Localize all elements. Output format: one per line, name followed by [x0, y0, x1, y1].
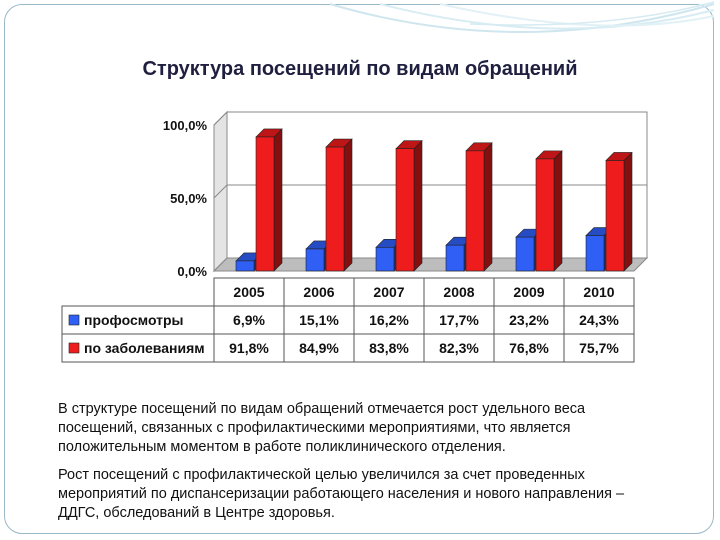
table-row — [61, 333, 635, 363]
bar — [375, 247, 395, 272]
bar — [395, 148, 415, 272]
data-label: 84,9% — [299, 340, 339, 356]
data-label: 91,8% — [229, 340, 269, 356]
bar — [235, 260, 255, 272]
data-label: 16,2% — [369, 312, 409, 328]
slide-frame — [4, 4, 714, 534]
data-label: 17,7% — [439, 312, 479, 328]
legend-label: по заболеваниям — [84, 340, 205, 356]
legend-swatch — [68, 314, 80, 326]
paragraph-2: Рост посещений с профилактической целью … — [58, 467, 625, 521]
bar — [515, 236, 535, 272]
y-tick-label: 50,0% — [170, 191, 207, 206]
bar — [585, 235, 605, 272]
x-category-label: 2005 — [233, 284, 264, 300]
data-label: 83,8% — [369, 340, 409, 356]
bar-side — [273, 128, 283, 272]
bar — [445, 244, 465, 272]
x-category-label: 2010 — [583, 284, 614, 300]
data-label: 24,3% — [579, 312, 619, 328]
gridline — [213, 184, 647, 199]
y-tick-label: 0,0% — [177, 264, 207, 279]
x-category-label: 2007 — [373, 284, 404, 300]
bar-side — [343, 138, 353, 272]
legend-swatch — [68, 342, 80, 354]
bar-side — [553, 150, 563, 272]
legend-label: профосмотры — [84, 312, 184, 328]
paragraph-1: В структуре посещений по видам обращений… — [58, 401, 586, 455]
bar — [325, 146, 345, 272]
data-label: 6,9% — [233, 312, 265, 328]
bar — [255, 136, 275, 272]
bar — [465, 150, 485, 272]
data-label: 82,3% — [439, 340, 479, 356]
x-category-label: 2006 — [303, 284, 334, 300]
x-category-label: 2009 — [513, 284, 544, 300]
data-label: 23,2% — [509, 312, 549, 328]
bar — [535, 158, 555, 272]
data-label: 76,8% — [509, 340, 549, 356]
data-label: 15,1% — [299, 312, 339, 328]
bar — [305, 248, 325, 272]
bar-side — [413, 139, 423, 272]
gridline — [213, 111, 647, 126]
data-label: 75,7% — [579, 340, 619, 356]
bar-side — [483, 142, 493, 272]
y-tick-label: 100,0% — [163, 118, 208, 133]
gridline — [213, 257, 647, 272]
x-category-label: 2008 — [443, 284, 474, 300]
bar-side — [623, 151, 633, 272]
slide-title: Структура посещений по видам обращений — [142, 58, 578, 80]
bar — [605, 160, 625, 272]
